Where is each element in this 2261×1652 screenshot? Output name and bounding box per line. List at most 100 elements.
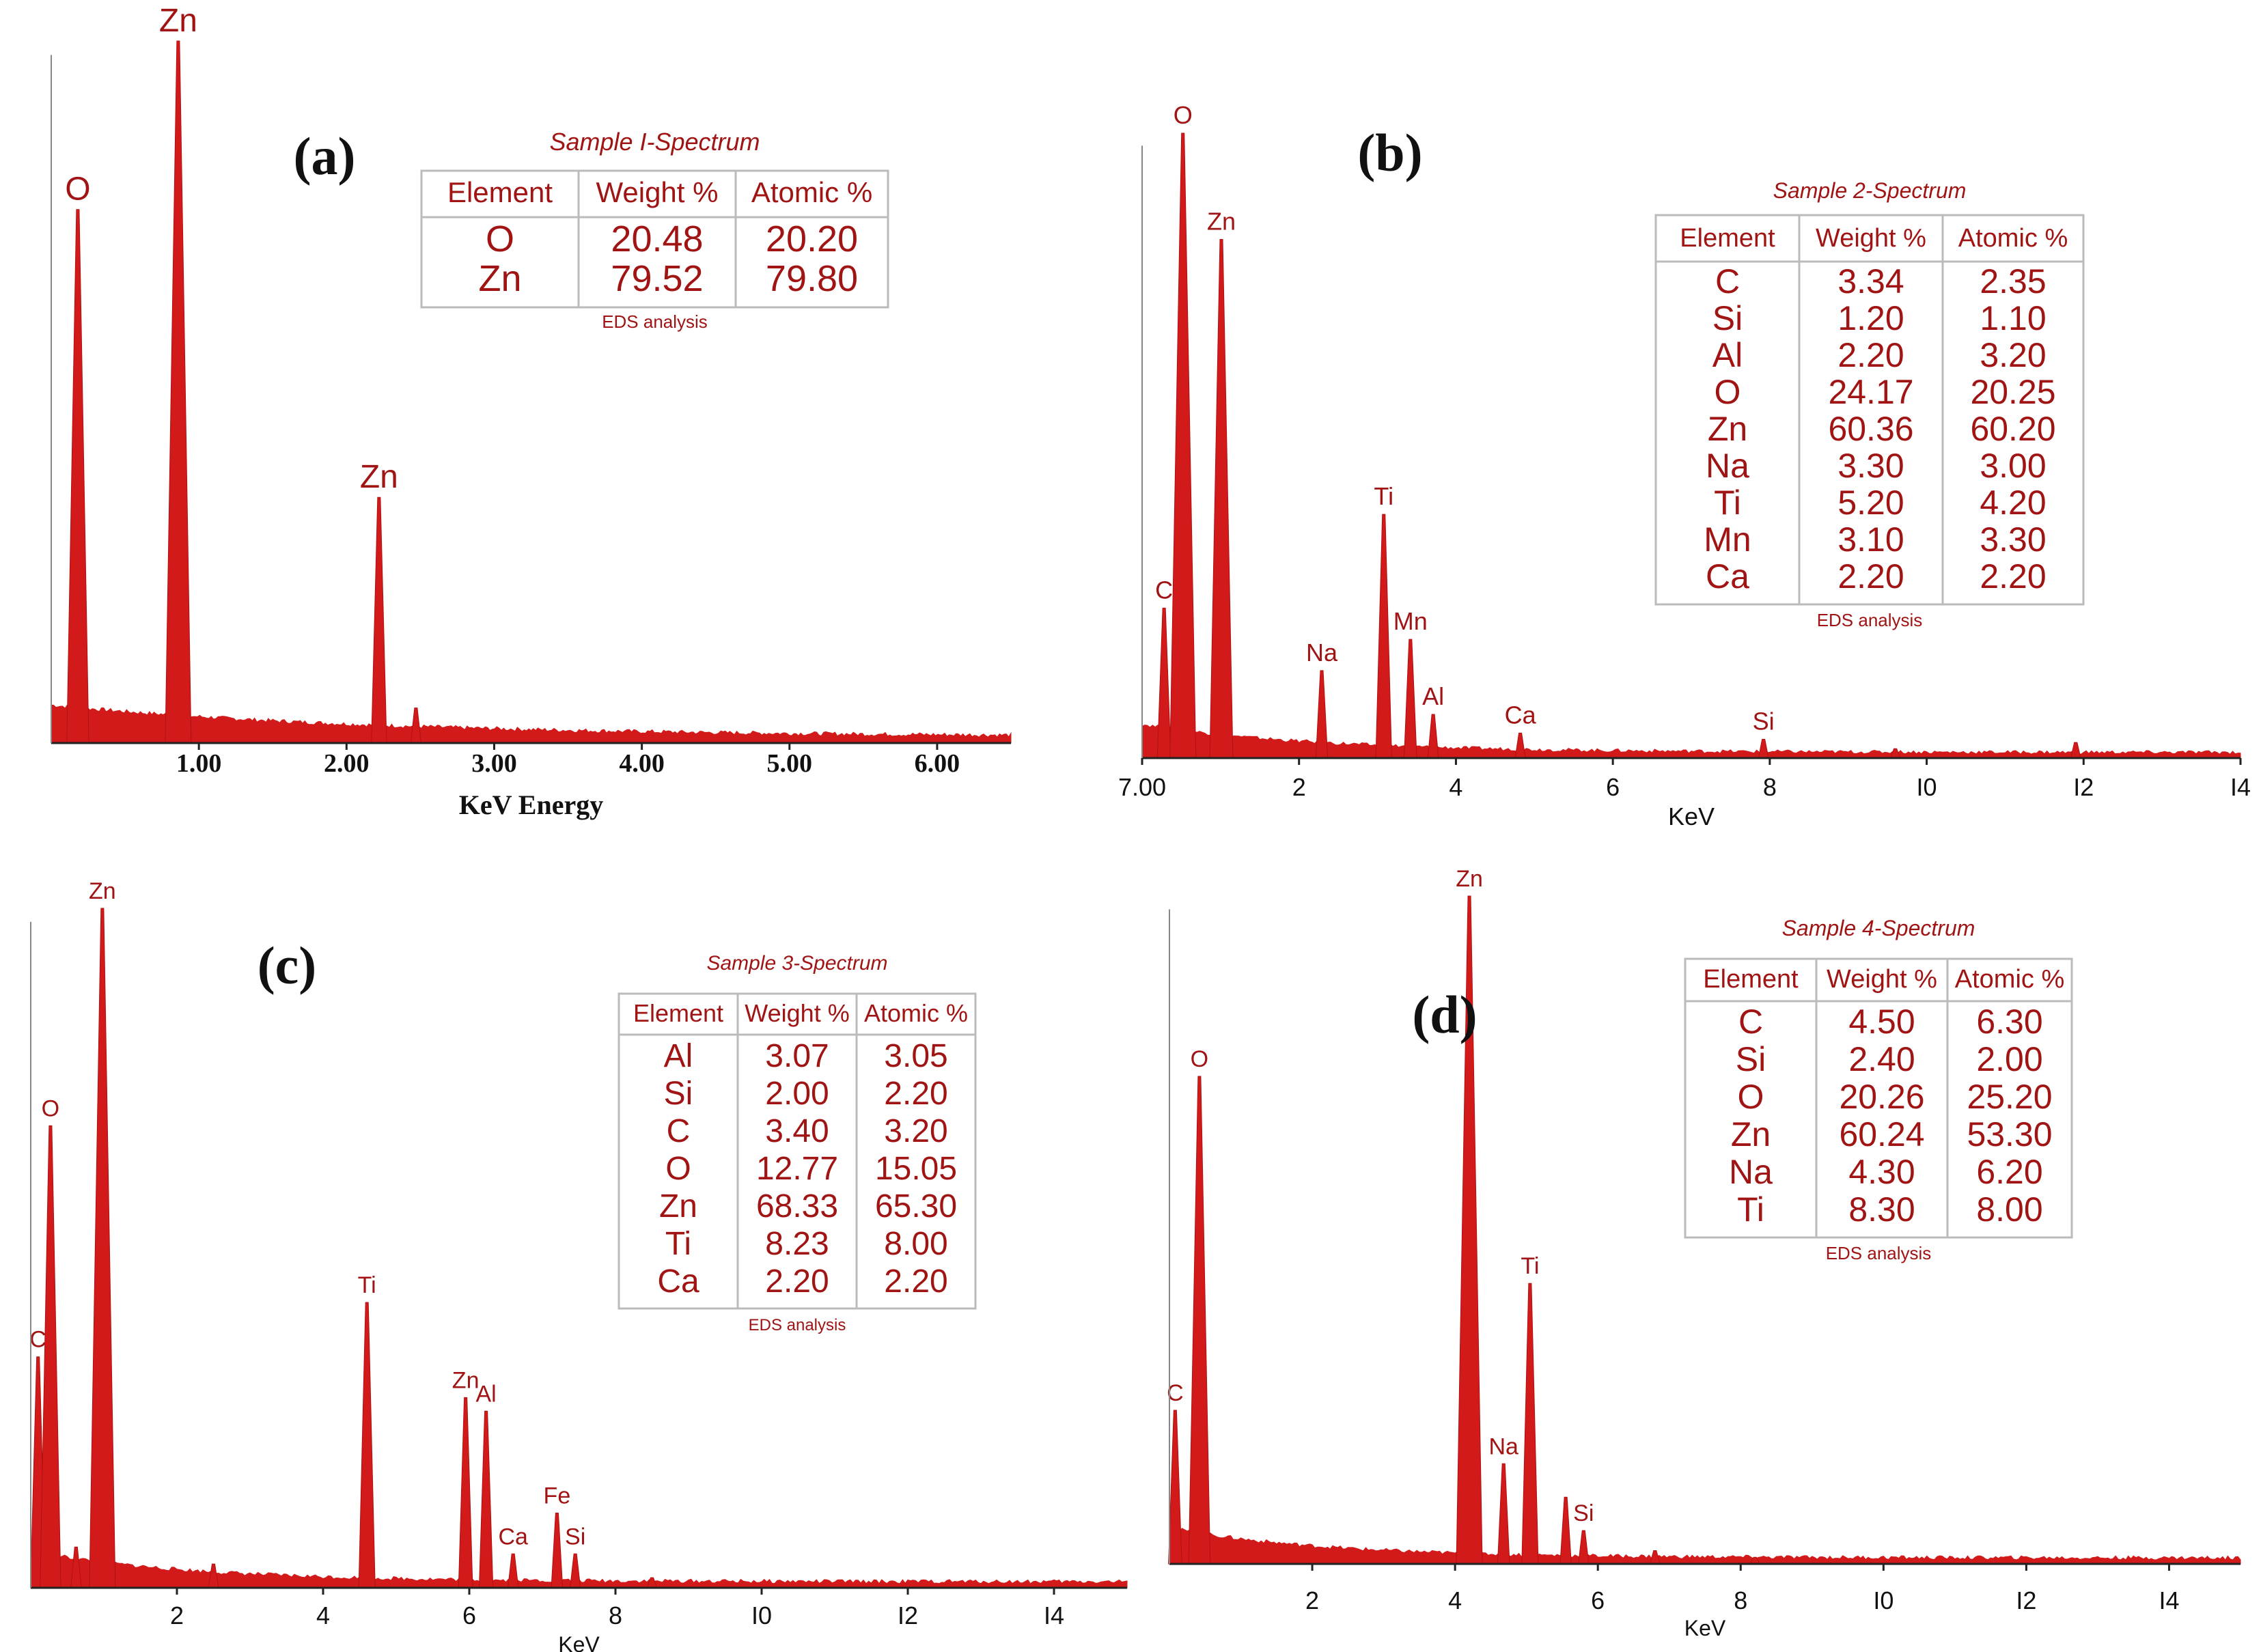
table-cell: 20.48 (611, 219, 703, 260)
table-cell: 2.20 (1980, 557, 2046, 596)
table-cell: Na (1706, 447, 1749, 485)
table-cell: C (667, 1113, 691, 1149)
table-title: Sample 4-Spectrum (1782, 916, 1975, 940)
table-cell: 2.00 (765, 1076, 829, 1112)
peak-label: Ti (1374, 482, 1393, 510)
x-tick-label: 4 (316, 1601, 330, 1629)
table-header-cell: Element (1703, 965, 1799, 994)
table-header-cell: Element (633, 999, 723, 1027)
table-cell: O (1738, 1078, 1764, 1116)
table-cell: 79.80 (766, 258, 858, 299)
table-cell: 60.24 (1839, 1115, 1924, 1153)
x-tick-label: I0 (1917, 773, 1937, 801)
table-cell: 2.00 (1976, 1040, 2042, 1078)
table-cell: Zn (1731, 1115, 1771, 1153)
table-cell: 3.10 (1837, 520, 1904, 559)
table-title: Sample 3-Spectrum (706, 952, 887, 975)
table-cell: 60.36 (1828, 410, 1913, 448)
table-cell: 4.50 (1848, 1003, 1915, 1041)
peak-label: Si (565, 1524, 585, 1550)
x-tick-label: I0 (1873, 1586, 1894, 1614)
peak-label: Zn (89, 878, 116, 904)
table-title: Sample 2-Spectrum (1773, 178, 1967, 203)
x-tick-label: 6.00 (915, 749, 960, 778)
table-footer: EDS analysis (1817, 610, 1923, 630)
peak-label: Mn (1393, 607, 1428, 635)
peak-label: O (42, 1095, 59, 1121)
table-cell: 20.26 (1839, 1078, 1924, 1116)
table-cell: 3.30 (1837, 447, 1904, 485)
table-header-cell: Element (447, 176, 553, 208)
spectrum-baseline (1169, 1528, 2241, 1565)
table-cell: 53.30 (1967, 1115, 2052, 1153)
composition-table: Sample 2-Spectrum Element Weight % Atomic %… (1654, 178, 2085, 630)
table-cell: 3.30 (1980, 520, 2046, 559)
x-tick-label: 2 (1305, 1586, 1319, 1614)
table-cell: 68.33 (756, 1188, 838, 1224)
x-tick-label: I2 (898, 1601, 918, 1629)
peak-label: C (29, 1327, 46, 1353)
table-cell: Ti (1737, 1190, 1764, 1229)
x-axis-label: KeV Energy (459, 789, 603, 820)
peak-label: Ca (1505, 701, 1537, 729)
composition-table: Sample I-Spectrum Element Weight % Atomic %… (420, 128, 889, 332)
peak-label: Fe (544, 1483, 571, 1509)
table-cell: 3.34 (1837, 262, 1904, 300)
table-cell: 2.20 (884, 1076, 947, 1112)
table-cell: 4.20 (1980, 484, 2046, 522)
table-cell: 2.20 (765, 1263, 829, 1300)
table-cell: 20.20 (766, 219, 858, 260)
table-cell: C (1715, 262, 1740, 300)
peak-label: Na (1488, 1433, 1518, 1459)
x-tick-label: 4 (1448, 1586, 1462, 1614)
table-cell: 25.20 (1967, 1078, 2052, 1116)
peak-label: Zn (159, 3, 197, 39)
table-cell: 2.35 (1980, 262, 2046, 300)
table-cell: Ca (1706, 557, 1749, 596)
table-cell: 12.77 (756, 1151, 838, 1187)
table-cell: 20.25 (1970, 373, 2055, 411)
table-cell: 1.10 (1980, 299, 2046, 337)
peak-label: Ti (1521, 1253, 1539, 1279)
x-tick-label: 8 (1763, 773, 1777, 801)
x-tick-label: 4 (1449, 773, 1462, 801)
x-axis-label: KeV (1668, 802, 1715, 830)
table-header-cell: Weight % (1816, 224, 1926, 253)
x-tick-label: 6 (1591, 1586, 1605, 1614)
peak-label: Zn (452, 1367, 480, 1393)
peak-label: Al (1422, 682, 1444, 710)
table-header-cell: Atomic % (1955, 965, 2064, 994)
panel-label: (d) (1412, 985, 1477, 1044)
table-cell: 6.20 (1976, 1153, 2042, 1191)
x-tick-label: 2 (1292, 773, 1306, 801)
x-tick-label: 8 (1734, 1586, 1747, 1614)
composition-table: Sample 4-Spectrum Element Weight % Atomic %… (1684, 916, 2073, 1263)
table-cell: O (1715, 373, 1741, 411)
table-cell: O (486, 219, 514, 260)
peak-label: Na (1306, 639, 1338, 667)
x-tick-label: 6 (1606, 773, 1620, 801)
table-cell: 5.20 (1837, 484, 1904, 522)
table-cell: 15.05 (875, 1151, 957, 1187)
table-header-cell: Atomic % (864, 999, 968, 1027)
table-cell: 8.30 (1848, 1190, 1915, 1229)
table-cell: 8.23 (765, 1226, 829, 1262)
table-cell: 2.20 (1837, 336, 1904, 374)
table-cell: Si (1712, 299, 1743, 337)
table-cell: 3.00 (1980, 447, 2046, 485)
table-cell: 2.20 (884, 1263, 947, 1300)
x-tick-label: I2 (2073, 773, 2094, 801)
table-cell: 3.20 (884, 1113, 947, 1149)
table-cell: 1.20 (1837, 299, 1904, 337)
x-tick-label: 1.00 (176, 749, 222, 778)
x-tick-label: 4.00 (619, 749, 665, 778)
x-tick-label: I4 (2159, 1586, 2179, 1614)
peak-label: Zn (1456, 866, 1483, 892)
table-frame (420, 169, 889, 309)
table-cell: Zn (478, 258, 521, 299)
table-cell: 8.00 (1976, 1190, 2042, 1229)
